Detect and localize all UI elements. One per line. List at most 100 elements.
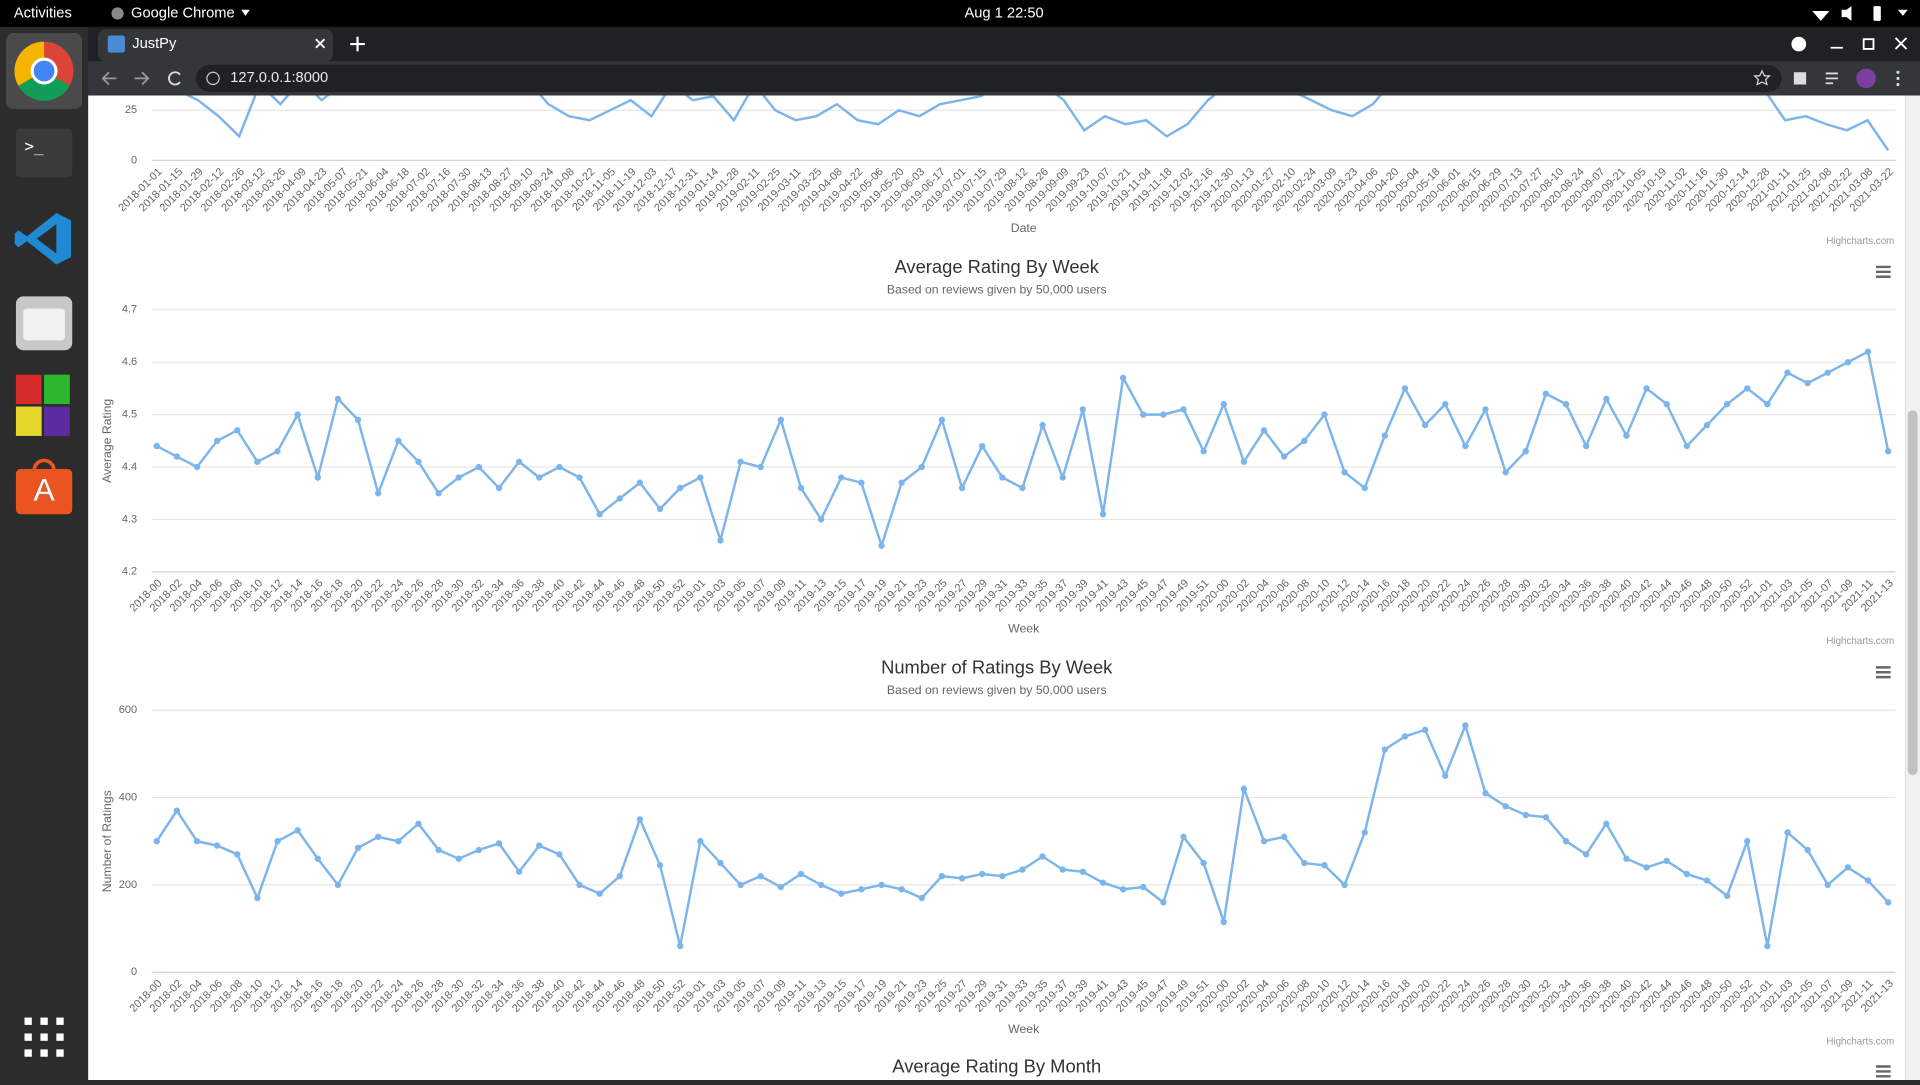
data-point xyxy=(1220,918,1227,926)
data-point xyxy=(1502,803,1509,810)
data-point xyxy=(415,458,422,465)
data-point xyxy=(1723,892,1731,899)
data-point xyxy=(556,851,563,858)
site-info[interactable] xyxy=(206,71,220,86)
data-point xyxy=(697,838,704,845)
chart-title: Number of Ratings By Week xyxy=(881,656,1113,677)
omnibox[interactable] xyxy=(195,64,1782,92)
data-point xyxy=(213,437,221,444)
svg-text:>_: >_ xyxy=(24,136,44,155)
data-point xyxy=(999,872,1006,880)
data-point xyxy=(1442,772,1449,779)
bookmark[interactable] xyxy=(1753,69,1771,86)
y-tick-label: 4.4 xyxy=(122,461,137,473)
dock-vscode[interactable] xyxy=(14,213,72,265)
url: 127.0.0.1:8000 xyxy=(230,70,328,86)
x-axis-title: Week xyxy=(1008,1022,1040,1036)
top-bar xyxy=(0,0,1920,27)
data-point xyxy=(1341,469,1348,476)
dock-software[interactable]: A xyxy=(15,458,73,515)
y-tick-label: 4.7 xyxy=(122,304,137,316)
data-point xyxy=(354,416,362,424)
data-point xyxy=(1864,877,1872,884)
data-point xyxy=(415,820,422,827)
back[interactable] xyxy=(101,71,117,86)
data-point xyxy=(153,442,160,450)
data-point xyxy=(1542,390,1550,397)
data-point xyxy=(395,838,402,845)
data-point xyxy=(254,894,261,902)
dock-terminal[interactable]: >_ xyxy=(15,128,73,178)
app-menu[interactable]: Google Chrome xyxy=(131,5,235,21)
dock-app[interactable] xyxy=(15,374,70,436)
data-point xyxy=(878,881,885,889)
data-point xyxy=(978,870,986,878)
data-point xyxy=(1522,448,1529,455)
data-point xyxy=(1019,484,1026,492)
data-point xyxy=(1140,883,1147,891)
dock-chrome[interactable] xyxy=(14,41,74,101)
page-content xyxy=(88,95,1906,1081)
tab-search[interactable] xyxy=(1791,36,1807,52)
data-point xyxy=(1643,385,1650,392)
data-point xyxy=(1079,406,1087,413)
dock-files[interactable] xyxy=(15,296,73,351)
data-point xyxy=(375,490,382,497)
data-point xyxy=(1401,385,1409,392)
system-tray[interactable] xyxy=(1812,6,1908,21)
data-point xyxy=(1784,369,1791,376)
data-point xyxy=(1240,785,1248,793)
profile[interactable] xyxy=(1856,68,1876,89)
data-point xyxy=(515,868,523,875)
data-point xyxy=(1844,864,1852,871)
data-point xyxy=(1884,448,1892,455)
window-controls[interactable] xyxy=(1830,37,1908,50)
data-point xyxy=(1582,442,1590,450)
data-point xyxy=(1603,395,1610,403)
new-tab[interactable] xyxy=(350,36,365,52)
data-point xyxy=(656,505,664,513)
credit: Highcharts.com xyxy=(1826,636,1894,647)
data-point xyxy=(1059,866,1066,873)
data-point xyxy=(1200,859,1207,867)
data-point xyxy=(616,495,623,502)
chart-subtitle: Based on reviews given by 50,000 users xyxy=(887,683,1107,697)
data-point xyxy=(1059,474,1066,481)
tab-strip xyxy=(88,26,1920,62)
activities[interactable]: Activities xyxy=(14,5,72,21)
data-point xyxy=(536,474,543,481)
credit: Highcharts.com xyxy=(1826,1037,1894,1048)
data-point xyxy=(1462,722,1469,729)
clock[interactable]: Aug 1 22:50 xyxy=(964,5,1043,21)
data-point xyxy=(1280,833,1288,841)
data-point xyxy=(817,881,825,889)
data-point xyxy=(1744,838,1751,845)
data-point xyxy=(838,890,845,897)
y-tick-label: 0 xyxy=(131,154,137,166)
forward[interactable] xyxy=(134,71,150,86)
data-point xyxy=(1119,374,1127,382)
data-point xyxy=(717,859,724,867)
data-point xyxy=(475,463,483,471)
data-point xyxy=(938,416,946,424)
data-point xyxy=(838,474,845,481)
data-point xyxy=(1160,899,1167,906)
reload[interactable] xyxy=(168,71,181,86)
data-point xyxy=(677,484,684,492)
data-point xyxy=(234,851,241,858)
data-point xyxy=(435,490,442,497)
reading-list[interactable] xyxy=(1825,72,1838,85)
y-tick-label: 4.3 xyxy=(122,513,137,525)
scrollbar-thumb[interactable] xyxy=(1907,410,1918,776)
chart-title: Average Rating By Week xyxy=(895,256,1100,277)
data-point xyxy=(918,463,925,471)
tab[interactable] xyxy=(97,29,334,62)
data-point xyxy=(1421,421,1429,429)
tab-close[interactable] xyxy=(315,38,326,49)
data-point xyxy=(1099,511,1107,518)
credit: Highcharts.com xyxy=(1826,236,1894,247)
extensions[interactable] xyxy=(1793,72,1807,85)
show-apps[interactable] xyxy=(24,1017,64,1057)
data-point xyxy=(354,844,362,851)
